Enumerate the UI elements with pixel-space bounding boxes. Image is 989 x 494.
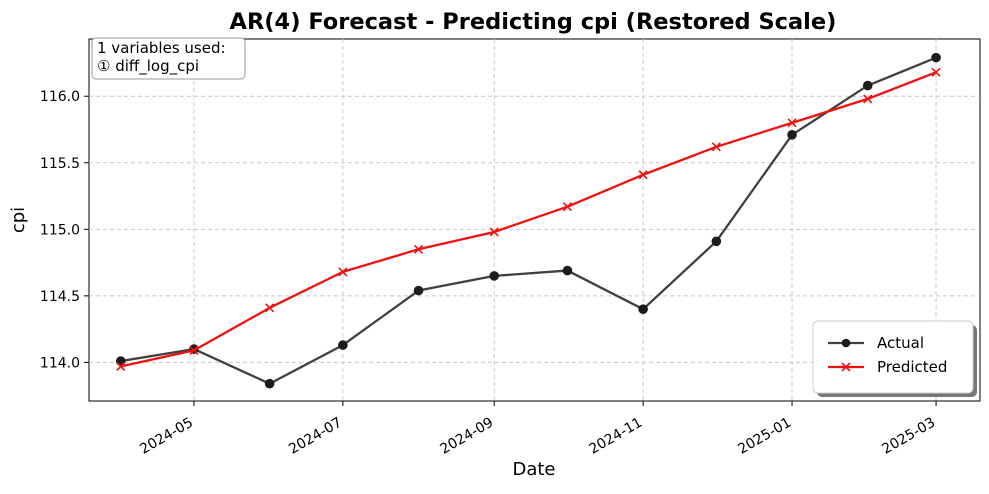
actual-point bbox=[489, 271, 500, 281]
actual-point bbox=[711, 236, 722, 247]
legend-predicted-marker bbox=[841, 362, 851, 372]
axes: 114.0 114.5 115.0 115.5 116.0 2024-05 2024-07 2… bbox=[40, 89, 938, 457]
legend-actual-marker bbox=[841, 338, 851, 348]
y-tick-label: 114.0 bbox=[40, 355, 80, 371]
y-tick-label: 116.0 bbox=[40, 89, 80, 105]
x-tick-label: 2024-11 bbox=[586, 415, 645, 458]
predicted-point bbox=[562, 202, 573, 212]
actual-point bbox=[638, 304, 648, 314]
predicted-point bbox=[116, 361, 126, 371]
actual-line bbox=[120, 56, 937, 385]
legend-actual-label: Actual bbox=[877, 334, 924, 352]
x-tick-label: 2024-09 bbox=[438, 415, 497, 458]
actual-point bbox=[862, 80, 873, 91]
legend: Actual Predicted bbox=[812, 320, 977, 397]
annotation-box bbox=[91, 37, 246, 80]
x-tick-label: 2025-03 bbox=[879, 415, 938, 458]
actual-point bbox=[562, 265, 573, 276]
plot-frame bbox=[88, 38, 981, 402]
x-axis-label: Date bbox=[512, 459, 555, 480]
y-tick-label: 114.5 bbox=[40, 289, 80, 305]
y-tick-label: 115.5 bbox=[40, 156, 80, 172]
actual-point bbox=[787, 130, 797, 140]
x-tick-label: 2024-07 bbox=[286, 415, 345, 458]
predicted-line bbox=[120, 71, 937, 368]
x-tick-label: 2024-05 bbox=[137, 415, 196, 458]
predicted-point bbox=[265, 303, 275, 313]
actual-point bbox=[338, 340, 348, 350]
annotation-line-2: ① diff_log_cpi bbox=[97, 57, 199, 76]
predicted-series bbox=[116, 67, 941, 371]
actual-point bbox=[413, 285, 424, 296]
predicted-point bbox=[413, 244, 424, 254]
predicted-point bbox=[863, 94, 873, 104]
y-axis-label: cpi bbox=[8, 207, 29, 233]
predicted-point bbox=[931, 67, 941, 77]
data-series bbox=[115, 52, 941, 389]
actual-point bbox=[931, 52, 941, 63]
predicted-point bbox=[638, 170, 648, 180]
y-tick-label: 115.0 bbox=[40, 222, 80, 238]
x-tick-label: 2025-01 bbox=[735, 415, 794, 458]
annotation-line-1: 1 variables used: bbox=[97, 39, 226, 57]
predicted-point bbox=[338, 267, 348, 277]
legend-predicted-label: Predicted bbox=[877, 358, 947, 376]
actual-point bbox=[264, 378, 275, 389]
predicted-point bbox=[189, 345, 199, 355]
predicted-point bbox=[489, 227, 499, 237]
variables-annotation: 1 variables used: ① diff_log_cpi bbox=[91, 37, 246, 80]
legend-box bbox=[812, 320, 974, 394]
chart-title: AR(4) Forecast - Predicting cpi (Restore… bbox=[230, 9, 837, 35]
predicted-point bbox=[711, 142, 721, 152]
predicted-point bbox=[787, 118, 797, 128]
